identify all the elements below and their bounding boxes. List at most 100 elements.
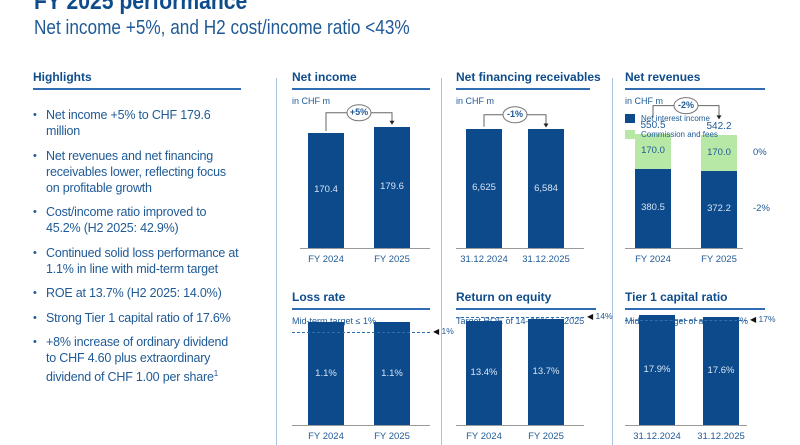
- bar-value-label: 380.5: [641, 202, 665, 214]
- return-on-equity-axis-line: [456, 425, 584, 426]
- triangle-left-icon: ◀: [750, 315, 757, 325]
- net-revenues-bar-commission-and-fees: 170.0: [701, 135, 737, 171]
- net-revenues-bar-net-interest-income: 380.5: [635, 168, 671, 248]
- highlights-panel: Highlights • Net income +5% to CHF 179.6 …: [33, 70, 241, 394]
- arrow-down-icon: [389, 120, 395, 125]
- highlight-item: • Strong Tier 1 capital ratio of 17.6%: [33, 310, 241, 326]
- legend-swatch: [625, 114, 635, 124]
- highlight-item: • Continued solid loss performance at 1.1…: [33, 245, 241, 277]
- net-revenues-panel: Net revenues in CHF m: [625, 70, 765, 106]
- bullet-icon: •: [33, 287, 37, 299]
- net-financing-receivables-change-connector: [483, 106, 549, 128]
- x-tick-label: 31.12.2025: [697, 431, 745, 442]
- bar-value-label: 170.0: [641, 145, 665, 157]
- loss-rate-panel: Loss rate Mid-term target ≤ 1%: [292, 290, 430, 326]
- net-financing-receivables-title: Net financing receivables: [456, 70, 601, 90]
- bar-value-label: 170.4: [314, 184, 338, 196]
- loss-rate-target-label: ◀ 1%: [433, 326, 454, 336]
- bullet-icon: •: [33, 149, 37, 162]
- bar-value-label: 179.6: [380, 181, 404, 193]
- series-change-label: 0%: [753, 147, 767, 159]
- total-value-label: 542.2: [706, 121, 732, 133]
- net-financing-receivables-bar: 6,584: [528, 129, 564, 248]
- divider-2: [441, 78, 442, 445]
- net-income-change-connector: [325, 104, 395, 131]
- footnote-marker: 1: [213, 369, 218, 378]
- net-financing-receivables-bar: 6,625: [466, 128, 502, 248]
- highlights-list: • Net income +5% to CHF 179.6 million • Ne…: [33, 107, 241, 385]
- highlight-text: Strong Tier 1 capital ratio of 17.6%: [46, 310, 231, 325]
- arrow-down-icon: [716, 115, 722, 120]
- legend-item: Commission and fees: [625, 130, 718, 140]
- highlight-text: ROE at 13.7% (H2 2025: 14.0%): [46, 286, 222, 300]
- net-financing-receivables-subtitle: in CHF m: [456, 96, 494, 106]
- page-title: FY 2025 performance: [34, 0, 248, 15]
- legend-label: Commission and fees: [641, 130, 718, 139]
- return-on-equity-target-line: [456, 316, 584, 318]
- highlight-item: • Net revenues and net financing receivab…: [33, 148, 241, 196]
- tier-1-capital-ratio-bar: 17.6%: [703, 316, 739, 425]
- return-on-equity-title: Return on equity: [456, 290, 596, 310]
- highlight-text: Continued solid loss performance at 1.1%…: [46, 245, 239, 276]
- x-tick-label: FY 2024: [635, 254, 671, 265]
- net-financing-receivables-panel: Net financing receivables in CHF m: [456, 70, 601, 106]
- highlight-item: • Net income +5% to CHF 179.6 million: [33, 107, 241, 139]
- loss-rate-bar: 1.1%: [308, 322, 344, 425]
- highlight-item: • +8% increase of ordinary dividend to CH…: [33, 334, 241, 385]
- highlight-item: • ROE at 13.7% (H2 2025: 14.0%): [33, 285, 241, 301]
- return-on-equity-subtitle: Target ROE of 14–15% for 2025: [456, 316, 585, 326]
- bar-value-label: 13.4%: [470, 367, 498, 379]
- bar-value-label: 13.7%: [532, 366, 560, 378]
- bullet-icon: •: [33, 109, 37, 121]
- x-tick-label: FY 2025: [701, 254, 737, 265]
- bar-value-label: 170.0: [707, 147, 731, 159]
- bar-value-label: 1.1%: [381, 367, 403, 379]
- target-value: 1%: [439, 325, 454, 336]
- legend-label: Net interest income: [641, 114, 710, 123]
- legend-swatch: [625, 130, 635, 140]
- legend-item: Net interest income: [625, 114, 710, 124]
- net-financing-receivables-change-label: -1%: [506, 108, 523, 119]
- highlight-item: • Cost/income ratio improved to 45.2% (H2…: [33, 204, 241, 236]
- x-tick-label: FY 2024: [308, 431, 344, 442]
- net-revenues-bar-net-interest-income: 372.2: [701, 170, 737, 248]
- loss-rate-title: Loss rate: [292, 290, 430, 310]
- x-tick-label: 31.12.2024: [633, 431, 681, 442]
- highlight-text: Net income +5% to CHF 179.6 million: [46, 108, 211, 138]
- net-revenues-subtitle: in CHF m: [625, 96, 663, 106]
- return-on-equity-bar: 13.7%: [528, 319, 564, 425]
- bullet-icon: •: [33, 246, 37, 259]
- x-tick-label: FY 2025: [528, 431, 564, 442]
- net-revenues-change-connector: [652, 97, 722, 120]
- x-tick-label: FY 2025: [374, 431, 410, 442]
- highlight-text: +8% increase of ordinary dividend to CHF…: [46, 335, 229, 385]
- bullet-icon: •: [33, 336, 37, 348]
- net-revenues-axis-line: [625, 248, 743, 249]
- divider-3: [612, 78, 613, 445]
- bar-value-label: 6,625: [472, 182, 496, 194]
- series-change-label: -2%: [753, 203, 770, 215]
- net-income-subtitle: in CHF m: [292, 96, 330, 106]
- x-tick-label: FY 2024: [308, 254, 344, 265]
- tier-1-capital-ratio-bar: 17.9%: [639, 314, 675, 425]
- return-on-equity-bar: 13.4%: [466, 321, 502, 425]
- target-value: 14%: [593, 310, 613, 321]
- net-income-bar: 170.4: [308, 132, 344, 248]
- x-tick-label: FY 2024: [466, 431, 502, 442]
- tier-1-capital-ratio-title: Tier 1 capital ratio: [625, 290, 765, 310]
- triangle-left-icon: ◀: [433, 326, 440, 336]
- x-tick-label: 31.12.2025: [522, 254, 570, 265]
- net-revenues-title: Net revenues: [625, 70, 765, 90]
- arrow-down-icon: [543, 123, 549, 128]
- net-revenues-change-label: -2%: [677, 99, 694, 110]
- bullet-icon: •: [33, 311, 37, 324]
- loss-rate-target-line: [292, 331, 430, 333]
- return-on-equity-panel: Return on equity Target ROE of 14–15% for…: [456, 290, 596, 326]
- loss-rate-bar: 1.1%: [374, 322, 410, 425]
- highlight-text: Cost/income ratio improved to 45.2% (H2 …: [46, 205, 207, 235]
- total-value-label: 550.5: [640, 119, 666, 131]
- bar-value-label: 17.6%: [707, 364, 735, 376]
- loss-rate-axis-line: [292, 425, 430, 426]
- bar-value-label: 6,584: [534, 182, 558, 194]
- x-tick-label: FY 2025: [374, 254, 410, 265]
